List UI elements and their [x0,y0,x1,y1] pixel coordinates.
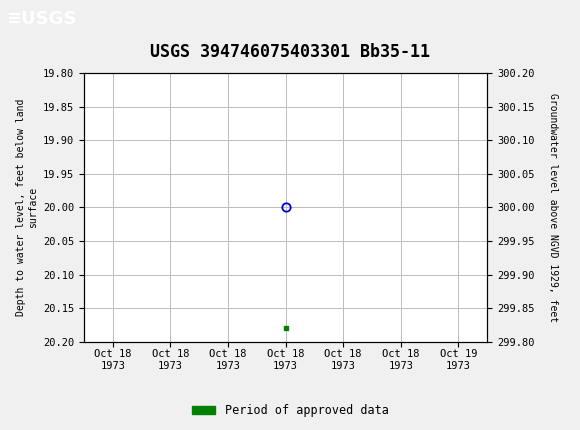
Text: USGS 394746075403301 Bb35-11: USGS 394746075403301 Bb35-11 [150,43,430,61]
Text: ≡USGS: ≡USGS [6,10,77,28]
Legend: Period of approved data: Period of approved data [187,399,393,422]
Y-axis label: Depth to water level, feet below land
surface: Depth to water level, feet below land su… [16,99,38,316]
Y-axis label: Groundwater level above NGVD 1929, feet: Groundwater level above NGVD 1929, feet [548,93,559,322]
